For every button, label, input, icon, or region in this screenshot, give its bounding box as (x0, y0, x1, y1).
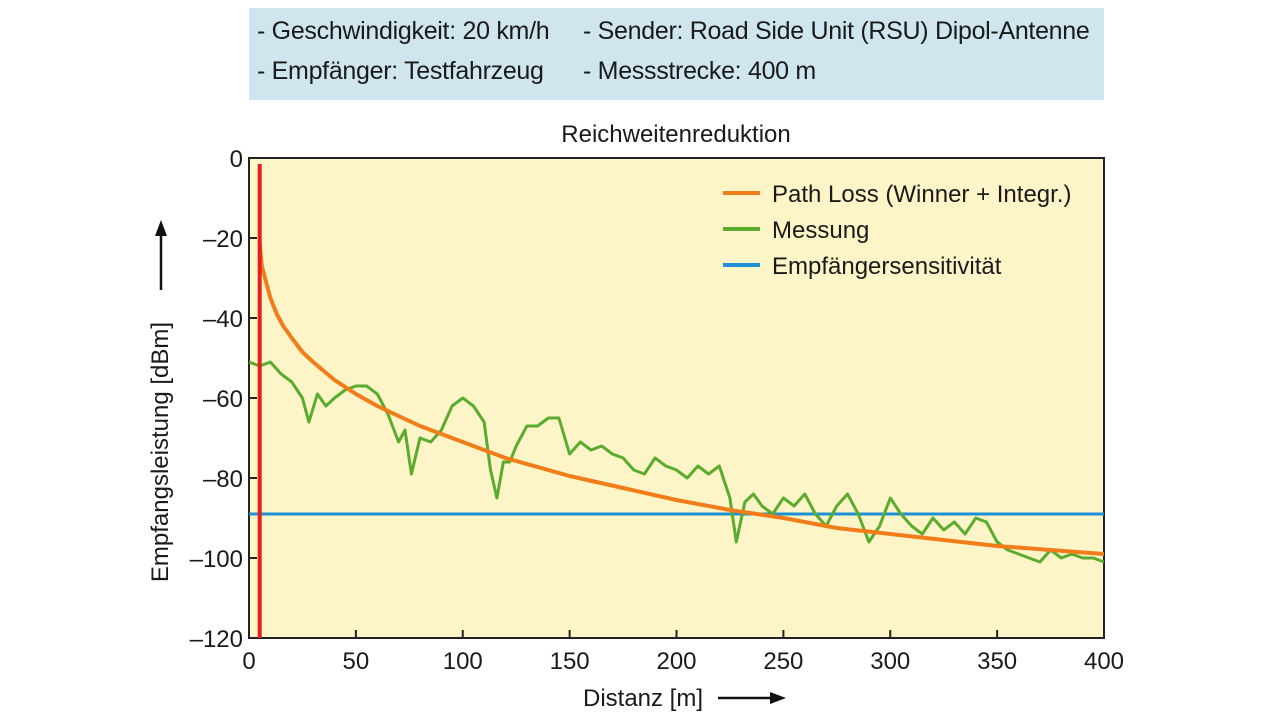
y-tick-label: –120 (190, 626, 243, 653)
legend: Path Loss (Winner + Integr.) Messung Empfä… (723, 181, 1071, 280)
y-tick-label: –40 (203, 306, 243, 333)
x-tick-label: 50 (343, 648, 370, 675)
plot-area (248, 157, 1105, 639)
info-track: - Messstrecke: 400 m (583, 57, 816, 85)
legend-label: Path Loss (Winner + Integr.) (772, 181, 1071, 208)
axis-layer: 0 50 100 150 200 250 300 350 400 0 –20 –40 –60 –80 –10… (190, 146, 1124, 675)
series-line-1 (257, 241, 1105, 556)
x-tick-label: 150 (550, 648, 590, 675)
y-axis-arrow (155, 220, 167, 290)
y-tick-label: –20 (203, 226, 243, 253)
y-tick-label: –60 (203, 386, 243, 413)
x-tick-label: 100 (443, 648, 483, 675)
legend-label: Empfängersensitivität (772, 253, 1002, 280)
y-axis-label: Empfangsleistung [dBm] (147, 322, 174, 582)
x-tick-label: 0 (242, 648, 255, 675)
y-axis-label-group: Empfangsleistung [dBm] (147, 220, 174, 582)
chart-title: Reichweitenreduktion (561, 121, 790, 148)
x-tick-label: 300 (870, 648, 910, 675)
info-sender: - Sender: Road Side Unit (RSU) Dipol-Ant… (583, 17, 1090, 45)
y-tick-label: 0 (230, 146, 243, 173)
x-tick-label: 250 (763, 648, 803, 675)
x-tick-label: 350 (977, 648, 1017, 675)
info-speed: - Geschwindigkeit: 20 km/h (257, 17, 550, 45)
x-axis-label: Distanz [m] (583, 685, 703, 712)
x-tick-label: 200 (656, 648, 696, 675)
x-tick-label: 400 (1084, 648, 1124, 675)
info-receiver: - Empfänger: Testfahrzeug (257, 57, 544, 85)
info-box: - Geschwindigkeit: 20 km/h - Sender: Roa… (249, 8, 1104, 100)
legend-label: Messung (772, 217, 869, 244)
y-tick-label: –80 (203, 466, 243, 493)
series-line-2 (248, 360, 1105, 564)
x-axis-arrow (718, 692, 786, 704)
series-layer (248, 164, 1105, 638)
y-tick-label: –100 (190, 546, 243, 573)
x-axis-label-group: Distanz [m] (583, 685, 786, 712)
